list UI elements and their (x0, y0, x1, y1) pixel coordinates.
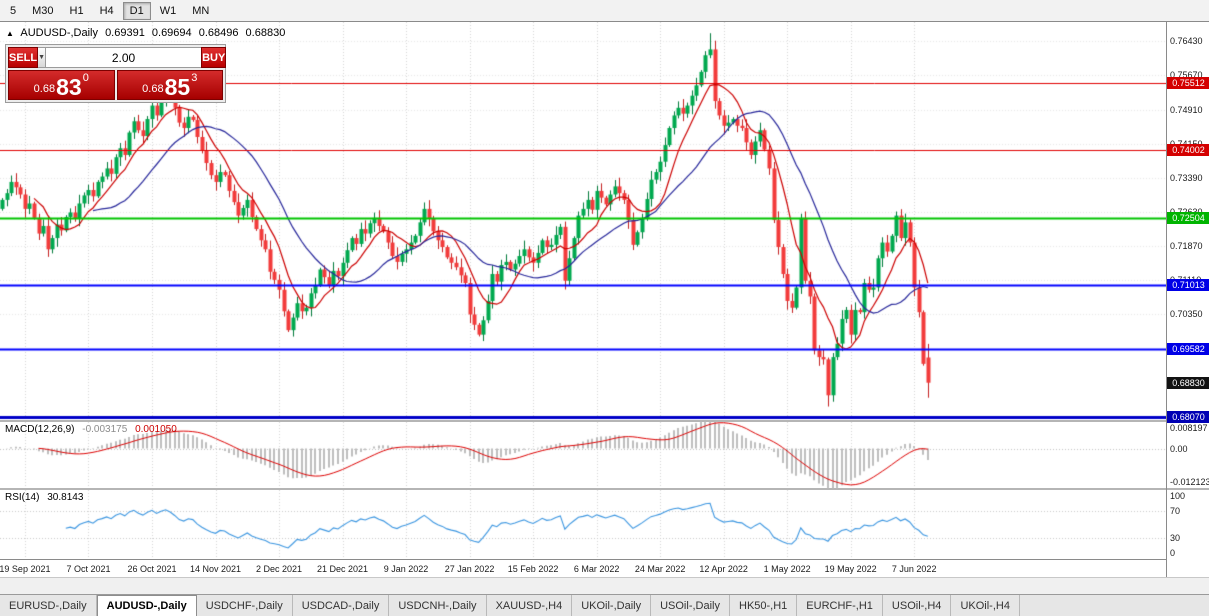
symbol-marker-icon: ▲ (6, 29, 14, 38)
timeframe-toolbar: 5 M30 H1 H4 D1 W1 MN (0, 0, 1209, 22)
chart-tab-usdcad-daily[interactable]: USDCAD-,Daily (293, 595, 390, 616)
ohlc-low: 0.68496 (198, 27, 239, 39)
rsi-value: 30.8143 (47, 492, 84, 503)
rsi-axis-label: 30 (1170, 533, 1181, 544)
chevron-down-icon: ▼ (38, 54, 46, 61)
hline-price-label: 0.75512 (1167, 76, 1209, 89)
volume-dropdown-button[interactable]: ▼ (38, 47, 47, 68)
buy-price-sup: 3 (191, 72, 198, 84)
horizontal-scrollbar-area[interactable] (0, 577, 1209, 594)
price-tick: 0.75670 (1170, 70, 1203, 81)
timeframe-button-h4[interactable]: H4 (93, 2, 121, 20)
date-label: 12 Apr 2022 (699, 564, 748, 574)
rsi-panel-splitter[interactable] (0, 488, 1166, 490)
date-label: 19 Sep 2021 (0, 564, 51, 574)
sell-price-display[interactable]: 0.68 83 0 (8, 70, 115, 100)
volume-input[interactable] (46, 47, 202, 68)
chart-tab-eurchf-h1[interactable]: EURCHF-,H1 (797, 595, 883, 616)
ohlc-close: 0.68830 (245, 27, 286, 39)
chart-tab-usdcnh-daily[interactable]: USDCNH-,Daily (389, 595, 487, 616)
date-label: 27 Jan 2022 (444, 564, 495, 574)
date-label: 1 May 2022 (763, 564, 811, 574)
date-label: 9 Jan 2022 (383, 564, 429, 574)
chart-tab-ukoil-h4[interactable]: UKOil-,H4 (951, 595, 1020, 616)
sell-price-big: 83 (56, 74, 82, 100)
date-label: 7 Oct 2021 (66, 564, 111, 574)
price-tick: 0.76430 (1170, 36, 1203, 47)
sell-price-sup: 0 (82, 72, 89, 84)
price-tick: 0.73390 (1170, 172, 1203, 183)
chart-area: ▲ AUDUSD-,Daily 0.69391 0.69694 0.68496 … (0, 22, 1166, 577)
macd-main-value: -0.003175 (82, 424, 128, 435)
date-label: 7 Jun 2022 (891, 564, 937, 574)
chart-tabs-bar: EURUSD-,Daily AUDUSD-,Daily USDCHF-,Daily U… (0, 594, 1209, 616)
date-label: 21 Dec 2021 (317, 564, 369, 574)
chart-tab-audusd-daily[interactable]: AUDUSD-,Daily (96, 595, 197, 616)
macd-axis-label: 0.00 (1170, 443, 1188, 454)
ohlc-high: 0.69694 (151, 27, 192, 39)
price-tick: 0.74150 (1170, 139, 1203, 149)
rsi-indicator-label: RSI(14) 30.8143 (5, 492, 88, 503)
price-axis[interactable]: 0.764300.756700.749100.741500.733900.726… (1166, 22, 1209, 577)
chart-title: ▲ AUDUSD-,Daily 0.69391 0.69694 0.68496 … (6, 27, 289, 39)
macd-indicator-label: MACD(12,26,9) -0.003175 0.001050 (5, 424, 182, 435)
chart-tab-usdchf-daily[interactable]: USDCHF-,Daily (197, 595, 293, 616)
date-label: 14 Nov 2021 (189, 564, 242, 574)
rsi-axis-label: 0 (1170, 548, 1176, 558)
buy-price-display[interactable]: 0.68 85 3 (116, 70, 223, 100)
rsi-name: RSI(14) (5, 492, 40, 503)
macd-name: MACD(12,26,9) (5, 424, 75, 435)
hline-price-label: 0.68070 (1167, 410, 1209, 423)
chart-tab-eurusd-daily[interactable]: EURUSD-,Daily (0, 595, 97, 616)
axis-rsi-splitter (1167, 488, 1209, 490)
buy-price-big: 85 (164, 74, 191, 100)
chart-tab-usoil-h4[interactable]: USOil-,H4 (883, 595, 952, 616)
rsi-axis-label: 70 (1170, 505, 1181, 516)
price-tick: 0.70350 (1170, 309, 1203, 320)
date-label: 26 Oct 2021 (127, 564, 177, 574)
hline-price-label: 0.74002 (1167, 144, 1209, 157)
timeframe-button-w1[interactable]: W1 (153, 2, 184, 20)
hline-price-label: 0.69582 (1167, 342, 1209, 355)
macd-axis-label: 0.008197 (1170, 423, 1208, 433)
timeframe-button-m30[interactable]: M30 (25, 2, 60, 20)
timeframe-button-d1[interactable]: D1 (122, 1, 151, 20)
date-label: 15 Feb 2022 (507, 564, 559, 574)
chart-tab-hk50-h1[interactable]: HK50-,H1 (730, 595, 798, 616)
timeframe-button-mn[interactable]: MN (185, 2, 216, 20)
current-price-label: 0.68830 (1167, 376, 1209, 389)
buy-button[interactable]: BUY (201, 47, 227, 68)
rsi-chart-canvas[interactable] (0, 490, 1166, 559)
sell-price-small: 0.68 (33, 83, 56, 95)
date-label: 19 May 2022 (824, 564, 877, 574)
date-label: 2 Dec 2021 (255, 564, 303, 574)
macd-chart-canvas[interactable] (0, 422, 1166, 488)
ohlc-open: 0.69391 (105, 27, 145, 39)
chart-symbol-label: AUDUSD-,Daily (20, 27, 98, 39)
sell-button[interactable]: SELL (8, 47, 39, 68)
macd-signal-value: 0.001050 (135, 424, 177, 435)
time-axis[interactable]: 19 Sep 2021 7 Oct 2021 26 Oct 2021 14 Nov 2… (0, 559, 1166, 577)
macd-axis-label: -0.012123 (1170, 477, 1209, 487)
chart-tab-usoil-daily[interactable]: USOil-,Daily (651, 595, 730, 616)
timeframe-button-5[interactable]: 5 (3, 2, 23, 20)
hline-price-label: 0.71013 (1167, 278, 1209, 291)
chart-tab-xauusd-h4[interactable]: XAUUSD-,H4 (487, 595, 573, 616)
timeframe-button-h1[interactable]: H1 (63, 2, 91, 20)
date-label: 6 Mar 2022 (573, 564, 620, 574)
macd-panel-splitter[interactable] (0, 420, 1166, 422)
price-tick: 0.74910 (1170, 104, 1203, 115)
date-label: 24 Mar 2022 (634, 564, 686, 574)
price-tick: 0.71870 (1170, 241, 1203, 252)
chart-tab-ukoil-daily[interactable]: UKOil-,Daily (572, 595, 652, 616)
rsi-axis-label: 100 (1170, 491, 1186, 501)
buy-price-small: 0.68 (142, 83, 164, 95)
hline-price-label: 0.72504 (1167, 211, 1209, 224)
